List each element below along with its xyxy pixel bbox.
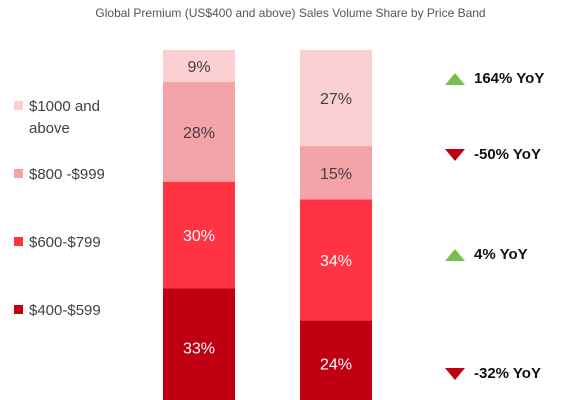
bar-segment [300, 50, 372, 147]
bar-value-label: 28% [183, 125, 215, 142]
legend-item-400-599: $400-$599 [14, 300, 129, 322]
yoy-annotation-1000-and-above: 164% YoY [444, 70, 544, 87]
legend-label: $1000 and above [29, 98, 100, 137]
chart-title: Global Premium (US$400 and above) Sales … [95, 6, 486, 20]
bar-value-label: 27% [320, 91, 352, 108]
legend-item-800-999: $800 -$999 [14, 164, 129, 186]
legend-item-1000-and-above: $1000 and above [14, 96, 129, 140]
yoy-label: 4% YoY [474, 246, 528, 263]
down-triangle-icon [445, 367, 465, 380]
bar-segment [300, 320, 372, 400]
bar-segment [300, 146, 372, 200]
legend-item-600-799: $600-$799 [14, 232, 129, 254]
yoy-label: -50% YoY [474, 146, 541, 163]
bar-segment [163, 50, 235, 83]
bar-segment [163, 82, 235, 182]
yoy-annotation-800-999: -50% YoY [444, 146, 541, 163]
yoy-annotation-600-799: 4% YoY [444, 246, 528, 263]
bar-value-label: 30% [183, 228, 215, 245]
legend-label: $600-$799 [29, 234, 101, 251]
bar-value-label: 24% [320, 356, 352, 373]
bar-value-label: 9% [187, 59, 210, 76]
legend-swatch [14, 237, 23, 246]
legend-swatch [14, 305, 23, 314]
bar-value-label: 15% [320, 166, 352, 183]
bar-segment [300, 199, 372, 321]
bar-segment [163, 288, 235, 400]
up-triangle-icon [445, 248, 465, 261]
legend-swatch [14, 101, 23, 110]
bar-segment [163, 181, 235, 289]
yoy-annotation-400-599: -32% YoY [444, 365, 541, 382]
bar-value-label: 33% [183, 340, 215, 357]
legend-label: $800 -$999 [29, 166, 105, 183]
legend-label: $400-$599 [29, 302, 101, 319]
yoy-label: -32% YoY [474, 365, 541, 382]
bar-value-label: 34% [320, 253, 352, 270]
down-triangle-icon [445, 148, 465, 161]
legend-swatch [14, 169, 23, 178]
up-triangle-icon [445, 72, 465, 85]
yoy-label: 164% YoY [474, 70, 545, 87]
